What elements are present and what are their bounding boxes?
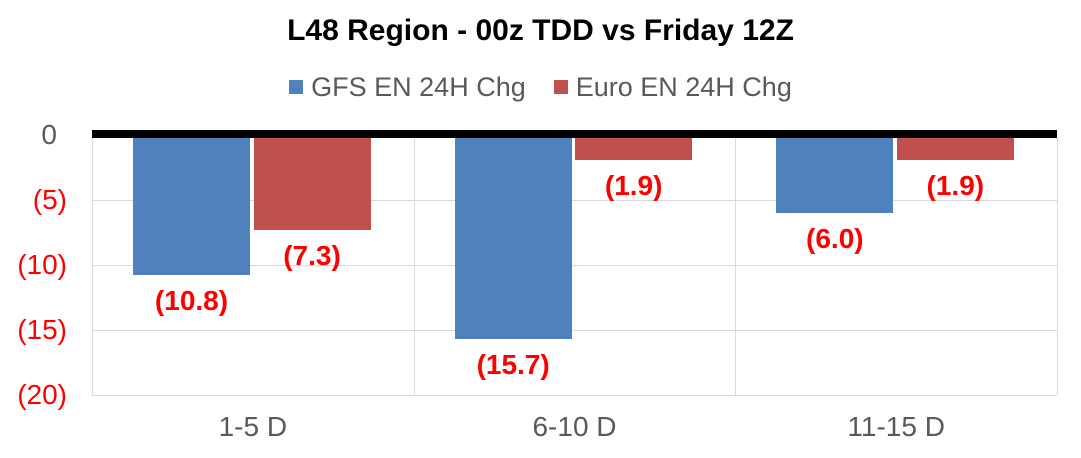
data-label: (6.0) — [806, 223, 864, 254]
bar-euro-en-24h-chg — [575, 135, 693, 160]
data-label: (15.7) — [476, 349, 550, 381]
legend-label-euro: Euro EN 24H Chg — [575, 72, 792, 102]
x-axis-tick-label: 11-15 D — [847, 411, 945, 442]
y-axis-tick-label: (10) — [17, 249, 67, 280]
bar-gfs-en-24h-chg — [133, 135, 250, 276]
legend-swatch-gfs-icon — [289, 80, 304, 94]
data-label: (7.3) — [283, 239, 341, 271]
x-axis-tick-label: 1-5 D — [218, 411, 288, 442]
data-label: (1.9) — [604, 169, 663, 201]
gridline-vertical — [92, 138, 93, 395]
gridline-vertical — [1057, 138, 1058, 395]
y-axis-tick-label: (5) — [32, 184, 67, 215]
data-label: (10.8) — [154, 285, 229, 317]
bar-euro-en-24h-chg — [896, 135, 1014, 160]
data-label: (1.9) — [926, 169, 985, 201]
bar-euro-en-24h-chg — [253, 135, 371, 230]
gridline-horizontal — [92, 265, 1057, 266]
gridline-horizontal — [92, 330, 1057, 331]
y-axis-tick-label: (15) — [17, 314, 67, 345]
gridline-horizontal — [92, 200, 1057, 201]
legend-swatch-euro-icon — [553, 80, 568, 94]
gridline-vertical — [414, 138, 415, 395]
zero-axis-line — [92, 130, 1057, 138]
legend-label-gfs: GFS EN 24H Chg — [311, 72, 526, 102]
x-axis-tick-label: 6-10 D — [532, 411, 617, 442]
bar-gfs-en-24h-chg — [454, 135, 572, 340]
chart-title: L48 Region - 00z TDD vs Friday 12Z — [287, 14, 794, 47]
legend-item-gfs: GFS EN 24H Chg — [289, 70, 526, 104]
y-axis-tick-label: 0 — [41, 119, 57, 150]
legend-item-euro: Euro EN 24H Chg — [553, 70, 792, 104]
legend: GFS EN 24H Chg Euro EN 24H Chg — [0, 70, 1081, 104]
gridline-vertical — [735, 138, 736, 395]
y-axis-tick-label: (20) — [17, 379, 67, 410]
gridline-horizontal — [92, 395, 1057, 396]
bar-gfs-en-24h-chg — [776, 135, 894, 213]
